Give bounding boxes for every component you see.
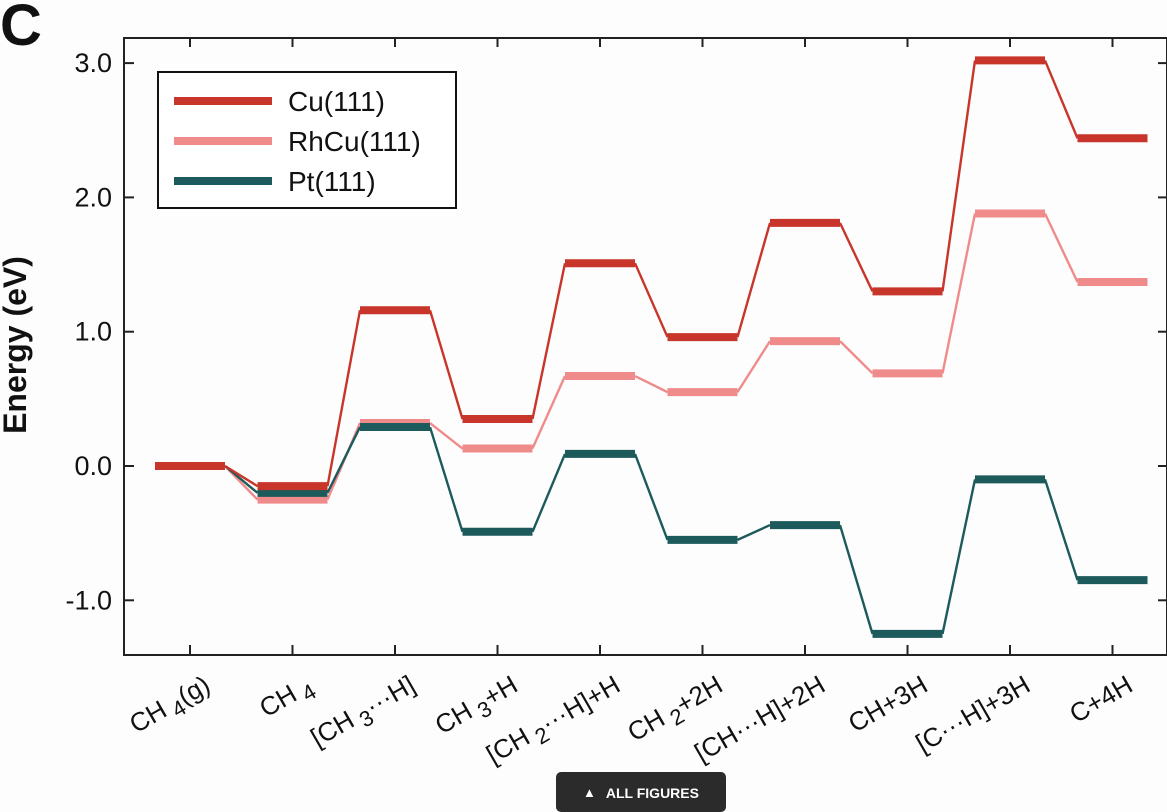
connector-line (1043, 213, 1079, 283)
connector-line (326, 309, 362, 487)
connector-line (736, 222, 772, 338)
x-tick-label-base: C+4H (1064, 669, 1137, 729)
x-tick-label-base: [C···H]+3H (911, 669, 1035, 758)
plot-frame (123, 37, 1167, 656)
series-Cu(111) (155, 56, 1148, 491)
connector-line (531, 262, 567, 420)
connector-line (737, 523, 771, 541)
connector-line (941, 213, 977, 374)
x-tick-label: CH4 (254, 669, 320, 728)
x-tick-label-sub: 4 (297, 678, 320, 706)
x-tick-label: [C···H]+3H (911, 669, 1035, 758)
connector-line (633, 453, 669, 541)
x-tick-label-base: CH (254, 678, 302, 723)
legend-label: Cu(111) (288, 86, 385, 117)
legend: Cu(111) RhCu(111) Pt(111) (157, 71, 457, 209)
connector-line (941, 479, 977, 635)
connector-line (634, 374, 669, 394)
chevron-up-icon: ▲ (583, 785, 596, 800)
series-RhCu(111) (155, 209, 1148, 504)
legend-label: RhCu(111) (288, 126, 421, 157)
connector-line (839, 340, 874, 375)
connector-line (941, 60, 977, 292)
x-tick-label: [CH3···H] (305, 669, 422, 757)
y-tick-label: 3.0 (74, 48, 112, 78)
connector-line (838, 222, 874, 292)
connector-line (736, 340, 772, 393)
x-tick-label-base: CH (124, 694, 172, 739)
x-tick-label-base: CH (430, 695, 478, 740)
connector-line (429, 422, 464, 450)
x-tick-label-rest: ···H]+H (536, 669, 625, 738)
x-tick-label-base: [CH (481, 721, 535, 769)
panel-label: C (0, 0, 42, 58)
connector-line (1043, 479, 1079, 581)
x-tick-label-base: CH (622, 703, 670, 748)
y-tick-label: -1.0 (65, 585, 112, 615)
all-figures-button[interactable]: ▲ ALL FIGURES (556, 772, 726, 812)
y-tick-label: 2.0 (74, 182, 112, 212)
x-tick-label: CH4(g) (124, 669, 218, 744)
legend-label: Pt(111) (288, 166, 376, 197)
connector-line (428, 309, 464, 420)
x-tick-label-base: [CH (305, 704, 359, 752)
series-layer (155, 56, 1148, 638)
all-figures-label: ALL FIGURES (605, 785, 699, 801)
connector-line (633, 262, 669, 338)
connector-line (838, 524, 874, 635)
connector-line (531, 375, 567, 450)
connector-line (1043, 59, 1079, 139)
y-axis-label: Energy (eV) (0, 256, 33, 434)
connector-line (224, 464, 259, 488)
connector-line (428, 426, 464, 533)
y-axis: 3.0 2.0 1.0 0.0 -1.0 (65, 48, 1167, 615)
series-Pt(111) (155, 423, 1148, 638)
connector-line (326, 426, 362, 494)
y-tick-label: 0.0 (74, 451, 112, 481)
y-tick-label: 1.0 (74, 317, 112, 347)
connector-line (531, 453, 567, 533)
x-tick-label: C+4H (1064, 669, 1137, 729)
